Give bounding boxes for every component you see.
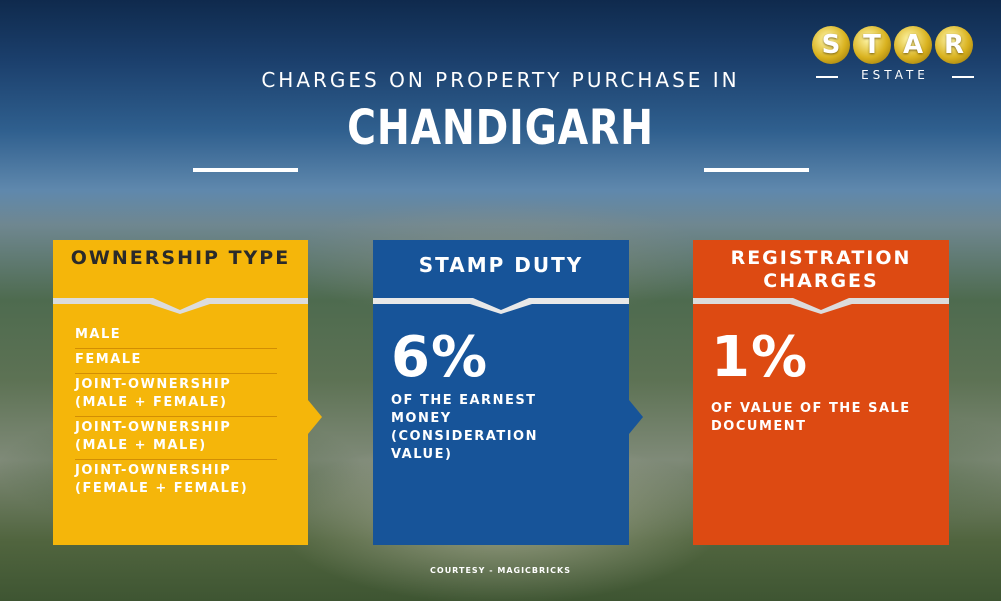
logo-letter: R: [935, 26, 973, 64]
title-rule-right: [704, 168, 809, 172]
page-subtitle: CHARGES ON PROPERTY PURCHASE IN: [261, 68, 740, 92]
logo-letter: T: [853, 26, 891, 64]
arrow-notch-icon: [629, 400, 643, 434]
heading-divider: [373, 298, 629, 314]
ownership-item: JOINT-OWNERSHIP (MALE + MALE): [75, 417, 277, 460]
registration-charges-heading: REGISTRATION CHARGES: [730, 247, 912, 292]
registration-rate: 1%: [711, 325, 809, 390]
heading-divider: [693, 298, 949, 314]
ownership-item: MALE: [75, 324, 277, 349]
stamp-duty-rate: 6%: [391, 325, 489, 390]
page-title: CHANDIGARH: [347, 100, 654, 156]
stamp-duty-description: OF THE EARNEST MONEY (CONSIDERATION VALU…: [391, 393, 538, 462]
ownership-type-heading: OWNERSHIP TYPE: [70, 247, 291, 269]
ownership-list: MALE FEMALE JOINT-OWNERSHIP (MALE + FEMA…: [75, 324, 277, 502]
logo-tagline: ESTATE: [861, 68, 929, 82]
courtesy-note: COURTESY - MAGICBRICKS: [430, 566, 571, 575]
logo-line-right: [952, 76, 974, 78]
arrow-notch-icon: [308, 400, 322, 434]
stamp-duty-heading: STAMP DUTY: [418, 253, 584, 277]
ownership-type-panel: OWNERSHIP TYPE MALE FEMALE JOINT-OWNERSH…: [53, 240, 322, 545]
heading-divider: [53, 298, 308, 314]
logo-letter: S: [812, 26, 850, 64]
stamp-duty-panel: STAMP DUTY 6% OF THE EARNEST MONEY (CONS…: [373, 240, 643, 545]
ownership-item: JOINT-OWNERSHIP (FEMALE + FEMALE): [75, 463, 249, 496]
ownership-item: JOINT-OWNERSHIP (MALE + FEMALE): [75, 374, 277, 417]
star-estate-logo: S T A R ESTATE: [812, 26, 977, 88]
logo-line-left: [816, 76, 838, 78]
registration-charges-panel: REGISTRATION CHARGES 1% OF VALUE OF THE …: [693, 240, 949, 545]
title-rule-left: [193, 168, 298, 172]
ownership-item: FEMALE: [75, 349, 277, 374]
logo-letter: A: [894, 26, 932, 64]
registration-description: OF VALUE OF THE SALE DOCUMENT: [711, 401, 911, 434]
